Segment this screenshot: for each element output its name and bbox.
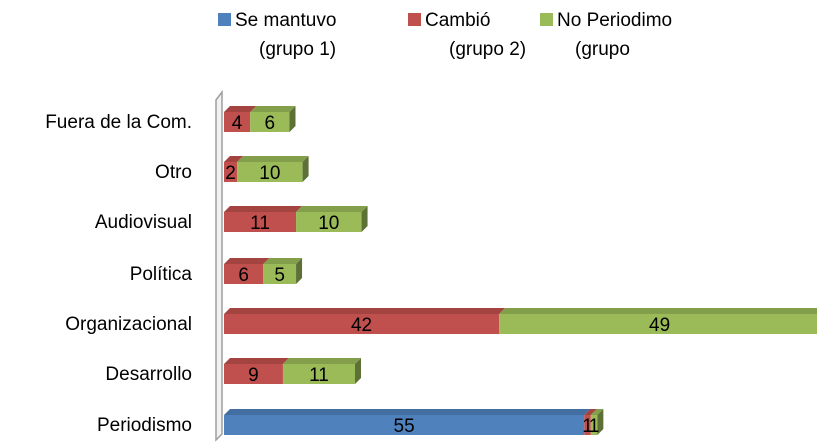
category-label-desarrollo: Desarrollo [105,364,192,385]
bars-layer: 55 11 9 11 42 49 6 5 11 10 2 10 4 6 [224,106,817,437]
data-label-otro-s2: 2 [225,163,236,184]
bar-top-fuera-de-la-com-s2 [224,106,257,112]
bar-top-organizacional-s3 [499,308,817,314]
legend-label-2-line-2: (grupo 2) [449,39,526,60]
bar-otro-s3 [237,162,303,182]
data-label-fuera-de-la-com-s2: 4 [232,113,243,134]
bar-top-politica-s2 [224,258,270,264]
bar-top-politica-s3 [263,258,303,264]
category-label-periodismo: Periodismo [97,415,192,436]
bar-organizacional-s3 [499,314,817,334]
data-label-fuera-de-la-com-s3: 6 [265,113,276,134]
category-label-audiovisual: Audiovisual [95,212,192,233]
bar-side-audiovisual [361,206,368,232]
bar-organizacional-s2 [224,314,500,334]
legend-swatch-3 [540,13,553,26]
bar-fuera-de-la-com-s3 [250,112,290,132]
bar-top-fuera-de-la-com-s3 [250,106,296,112]
bar-top-audiovisual-s2 [224,206,303,212]
bar-side-politica [296,258,303,284]
data-label-periodismo-s2: 1 [582,416,593,437]
legend: Se mantuvo (grupo 1) Cambió (grupo 2) No Per… [218,10,672,60]
bar-audiovisual-s3 [296,212,362,232]
category-label-otro: Otro [155,162,192,183]
bar-top-desarrollo-s3 [282,358,361,364]
legend-label-1-line-1: Se mantuvo [235,10,336,31]
axis-wall [215,89,223,442]
bar-periodismo-s3 [590,415,598,435]
data-label-audiovisual-s2: 11 [250,213,270,234]
data-label-politica-s2: 6 [238,265,249,286]
data-label-audiovisual-s3: 10 [318,213,339,234]
bar-side-fuera-de-la-com [289,106,296,132]
bar-desarrollo-s3 [282,364,355,384]
bar-top-audiovisual-s3 [296,206,368,212]
data-label-otro-s3: 10 [259,163,280,184]
data-label-desarrollo-s3: 11 [309,365,329,386]
bar-periodismo-s1 [224,415,585,435]
bar-otro-s2 [224,162,238,182]
category-label-organizacional: Organizacional [65,314,192,335]
bar-top-periodismo-s2 [584,409,597,415]
bar-top-periodismo-s1 [224,409,591,415]
data-label-organizacional-s3: 49 [649,315,670,336]
legend-swatch-2 [408,13,421,26]
bar-top-otro-s3 [237,156,309,162]
legend-label-3-line-1: No Periodimo [557,10,672,31]
data-label-politica-s3: 5 [274,265,285,286]
bar-desarrollo-s2 [224,364,283,384]
legend-swatch-1 [218,13,231,26]
bar-audiovisual-s2 [224,212,297,232]
bar-fuera-de-la-com-s2 [224,112,251,132]
category-label-fuera-de-la-com: Fuera de la Com. [45,112,192,133]
data-label-desarrollo-s2: 9 [248,365,259,386]
bar-side-desarrollo [355,358,361,384]
data-label-organizacional-s2: 42 [351,315,372,336]
category-axis [215,89,223,442]
bar-politica-s3 [263,264,297,284]
data-label-periodismo-s1: 55 [394,416,415,437]
bar-politica-s2 [224,264,264,284]
bar-periodismo-s2 [584,415,591,435]
bar-top-desarrollo-s2 [224,358,289,364]
bar-side-otro [302,156,309,182]
data-label-periodismo-s3: 1 [589,416,600,437]
bar-top-organizacional-s2 [224,308,506,314]
bar-top-periodismo-s3 [590,409,604,415]
legend-label-2-line-1: Cambió [425,10,490,31]
bar-side-periodismo [597,409,604,435]
category-label-politica: Política [130,264,193,285]
legend-label-3-line-2: (grupo [575,39,630,60]
category-labels: Periodismo Desarrollo Organizacional Políti… [45,112,192,436]
legend-label-1-line-2: (grupo 1) [259,39,336,60]
bar-top-otro-s2 [224,156,244,162]
